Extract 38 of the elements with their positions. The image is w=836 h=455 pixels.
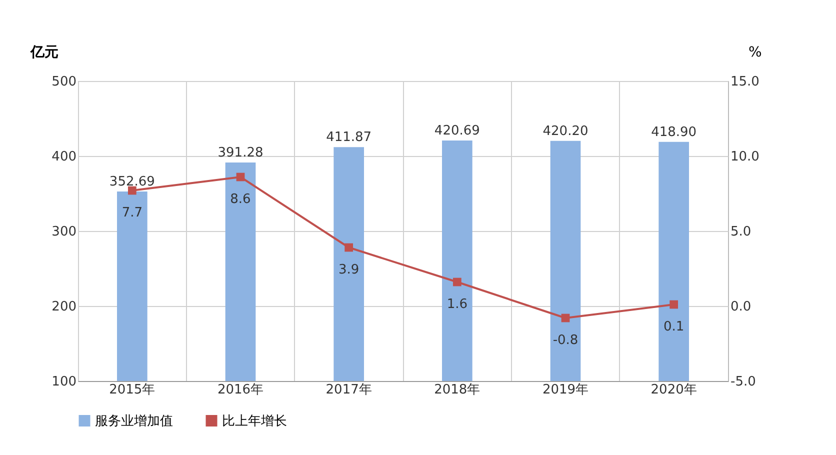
y-axis-title: 亿元	[30, 44, 58, 60]
point	[670, 300, 678, 309]
data-label: 3.9	[338, 262, 360, 278]
x-tick-label: 2017年	[326, 382, 372, 398]
point	[452, 278, 462, 286]
data-label: 7.7	[122, 206, 143, 220]
data-label: 8.6	[230, 192, 251, 207]
x-tick-label: 2016年	[217, 382, 264, 398]
y-tick-label: 200	[52, 300, 76, 314]
x-tick-label: 2018年	[434, 382, 480, 398]
legend-label: 服务业增加值	[95, 414, 173, 429]
y-tick-label: 100	[52, 374, 76, 390]
data-label: 411.87	[326, 130, 372, 146]
y2-tick-label: 15.0	[730, 74, 760, 90]
y2-axis-title: %	[748, 44, 762, 60]
point	[128, 186, 136, 195]
y2-tick-label: 0.0	[730, 300, 752, 314]
point	[344, 243, 354, 252]
data-label: 420.69	[434, 123, 480, 138]
data-label: 391.28	[218, 146, 264, 161]
data-label: 418.90	[651, 124, 697, 140]
data-label: -0.8	[552, 333, 578, 348]
x-tick-label: 2020年	[650, 382, 697, 398]
data-label: 0.1	[663, 320, 684, 334]
y-tick-label: 300	[52, 224, 76, 240]
x-tick-label: 2019年	[542, 382, 589, 398]
x-tick-label: 2015年	[109, 382, 156, 398]
data-label: 1.6	[446, 297, 468, 312]
y-tick-label: 500	[52, 74, 76, 90]
legend-label: 比上年增长	[222, 414, 287, 429]
y-tick-label: 400	[52, 150, 76, 164]
data-label: 420.20	[542, 124, 588, 139]
point	[561, 314, 570, 322]
point	[236, 172, 245, 182]
y2-tick-label: -5.0	[730, 374, 756, 390]
data-label: 352.69	[109, 174, 155, 190]
y2-tick-label: 10.0	[730, 150, 760, 164]
y2-tick-label: 5.0	[730, 224, 752, 240]
